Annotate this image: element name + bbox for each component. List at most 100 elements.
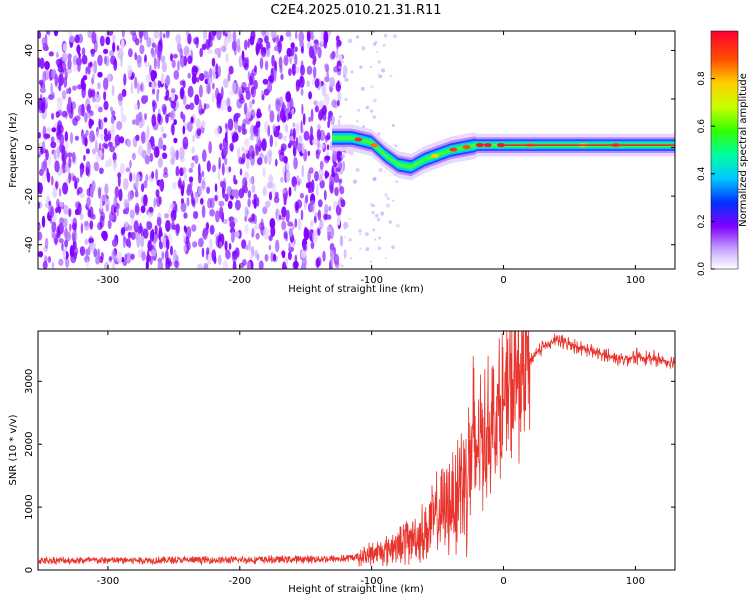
noise-speckle: [250, 86, 256, 98]
noise-speckle: [61, 242, 64, 251]
noise-speckle: [329, 76, 336, 88]
noise-speckle: [55, 147, 60, 153]
noise-speckle: [297, 142, 302, 153]
noise-speckle: [155, 168, 159, 181]
noise-speckle: [70, 101, 73, 115]
noise-speckle: [55, 59, 59, 65]
noise-speckle: [206, 160, 211, 172]
noise-speckle: [319, 167, 324, 177]
noise-speckle: [305, 182, 310, 189]
noise-speckle: [65, 258, 70, 268]
ridge-green: [332, 134, 675, 171]
faint-speckle: [358, 228, 363, 233]
noise-speckle: [183, 244, 187, 253]
noise-speckle: [110, 116, 115, 125]
ridge-peak: [462, 145, 471, 150]
colorbar: 0.0 0.2 0.4 0.6 0.8 Normalized spectral ampl…: [697, 30, 749, 277]
noise-speckle: [72, 175, 77, 182]
noise-speckle: [201, 43, 207, 51]
noise-speckle: [306, 80, 311, 88]
faint-speckle: [348, 238, 352, 242]
noise-speckle: [333, 161, 338, 168]
noise-speckle: [313, 215, 317, 222]
noise-speckle: [245, 112, 251, 119]
faint-speckle: [372, 31, 376, 34]
faint-speckle: [356, 120, 359, 123]
noise-speckle: [198, 84, 203, 98]
noise-speckle: [264, 35, 269, 44]
noise-speckle: [224, 193, 229, 202]
noise-speckle: [306, 65, 313, 75]
noise-speckle: [255, 145, 259, 156]
noise-speckle: [111, 85, 115, 97]
noise-speckle: [185, 104, 191, 110]
noise-speckle: [187, 183, 192, 194]
ridge-core: [332, 136, 675, 169]
noise-speckle: [314, 78, 320, 89]
noise-speckle: [104, 133, 109, 142]
noise-speckle: [274, 60, 277, 73]
noise-speckle: [322, 110, 327, 122]
noise-speckle: [194, 192, 199, 204]
noise-speckle: [255, 232, 260, 240]
noise-speckle: [140, 83, 143, 92]
noise-speckle: [87, 208, 92, 218]
noise-speckle: [298, 31, 305, 43]
noise-speckle: [38, 251, 44, 258]
noise-speckle: [268, 244, 272, 251]
noise-speckle: [215, 210, 220, 223]
noise-speckle: [247, 239, 252, 251]
noise-speckle: [45, 133, 51, 139]
noise-speckle: [281, 206, 287, 218]
noise-speckle: [98, 142, 102, 151]
noise-speckle: [169, 202, 175, 209]
noise-speckle: [317, 124, 321, 130]
noise-speckle: [56, 97, 63, 103]
noise-speckle: [50, 141, 57, 149]
noise-speckle: [291, 176, 298, 188]
noise-speckle: [318, 100, 324, 108]
noise-speckle: [323, 93, 330, 106]
noise-speckle: [320, 32, 324, 46]
noise-speckle: [117, 48, 124, 60]
noise-speckle: [293, 156, 297, 170]
colorbar-tick-label: 0.0: [697, 262, 707, 277]
noise-speckle: [99, 35, 105, 47]
noise-speckle: [135, 113, 140, 126]
noise-speckle: [94, 140, 98, 153]
noise-speckle: [140, 235, 145, 248]
noise-speckle: [130, 253, 135, 260]
noise-speckle: [330, 255, 334, 268]
noise-speckle: [160, 235, 164, 243]
noise-speckle: [343, 221, 347, 230]
noise-speckle: [82, 75, 88, 81]
noise-speckle: [90, 242, 96, 251]
noise-speckle: [86, 196, 91, 208]
noise-speckle: [74, 34, 80, 44]
noise-speckle: [266, 49, 270, 58]
noise-speckle: [308, 167, 314, 174]
noise-speckle: [249, 100, 253, 110]
noise-speckle: [194, 154, 199, 164]
faint-speckle: [377, 246, 382, 251]
noise-speckle: [257, 113, 260, 119]
noise-speckle: [64, 239, 69, 248]
snr-x-label: Height of straight line (km): [288, 584, 424, 595]
noise-speckle: [165, 238, 170, 251]
noise-speckle: [231, 134, 236, 144]
noise-speckle: [234, 179, 238, 185]
noise-speckle: [324, 170, 328, 180]
noise-speckle: [52, 186, 58, 199]
noise-speckle: [180, 202, 187, 213]
noise-speckle: [44, 60, 50, 70]
noise-speckle: [104, 183, 109, 195]
noise-speckle: [294, 218, 298, 228]
noise-speckle: [66, 152, 73, 158]
faint-speckle: [377, 236, 382, 240]
noise-speckle: [167, 260, 173, 267]
noise-speckle: [214, 194, 218, 202]
noise-speckle: [74, 135, 79, 141]
noise-speckle: [135, 134, 140, 141]
faint-speckle: [391, 245, 395, 250]
noise-speckle: [56, 123, 61, 137]
